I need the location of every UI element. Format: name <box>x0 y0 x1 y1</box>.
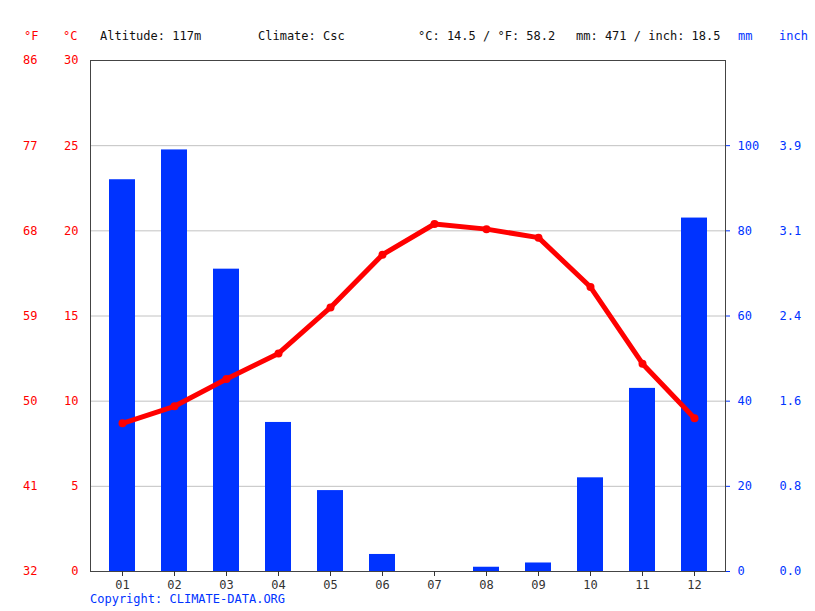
svg-text:20: 20 <box>64 224 78 238</box>
svg-text:12: 12 <box>687 578 701 592</box>
svg-text:10: 10 <box>64 394 78 408</box>
svg-text:86: 86 <box>23 53 37 67</box>
html-text:°F: °F <box>24 29 39 43</box>
svg-text:02: 02 <box>167 578 181 592</box>
svg-text:2.4: 2.4 <box>780 309 802 323</box>
svg-text:06: 06 <box>375 578 389 592</box>
svg-text:04: 04 <box>271 578 285 592</box>
svg-text:0.8: 0.8 <box>780 479 802 493</box>
svg-text:09: 09 <box>531 578 545 592</box>
svg-text:11: 11 <box>635 578 649 592</box>
svg-text:60: 60 <box>738 309 752 323</box>
html-text:Copyright: CLIMATE-DATA.ORG: Copyright: CLIMATE-DATA.ORG <box>90 592 286 606</box>
svg-text:41: 41 <box>23 479 37 493</box>
svg-text:100: 100 <box>738 139 760 153</box>
svg-text:0: 0 <box>71 564 78 578</box>
html-text:°C: °C <box>63 29 78 43</box>
html-text:°C: 14.5 / °F: 58.2: °C: 14.5 / °F: 58.2 <box>418 29 556 43</box>
svg-text:1.6: 1.6 <box>780 394 802 408</box>
svg-text:40: 40 <box>738 394 752 408</box>
svg-text:25: 25 <box>64 139 78 153</box>
svg-text:32: 32 <box>23 564 37 578</box>
svg-text:3.9: 3.9 <box>780 139 802 153</box>
svg-text:07: 07 <box>427 578 441 592</box>
svg-text:05: 05 <box>323 578 337 592</box>
svg-text:68: 68 <box>23 224 37 238</box>
svg-text:10: 10 <box>583 578 597 592</box>
svg-text:3.1: 3.1 <box>780 224 802 238</box>
svg-text:20: 20 <box>738 479 752 493</box>
svg-text:15: 15 <box>64 309 78 323</box>
svg-text:50: 50 <box>23 394 37 408</box>
svg-text:5: 5 <box>71 479 78 493</box>
html-text:Climate: Csc: Climate: Csc <box>258 29 345 43</box>
svg-text:0: 0 <box>738 564 745 578</box>
svg-text:30: 30 <box>64 53 78 67</box>
svg-text:01: 01 <box>115 578 129 592</box>
svg-text:03: 03 <box>219 578 233 592</box>
svg-text:08: 08 <box>479 578 493 592</box>
svg-text:77: 77 <box>23 139 37 153</box>
html-text:inch: inch <box>779 29 808 43</box>
svg-text:0.0: 0.0 <box>780 564 802 578</box>
html-text:mm: mm <box>738 29 753 43</box>
html-text:mm: 471 / inch: 18.5: mm: 471 / inch: 18.5 <box>576 29 721 43</box>
svg-text:59: 59 <box>23 309 37 323</box>
svg-text:80: 80 <box>738 224 752 238</box>
html-text:Altitude: 117m: Altitude: 117m <box>100 29 202 43</box>
